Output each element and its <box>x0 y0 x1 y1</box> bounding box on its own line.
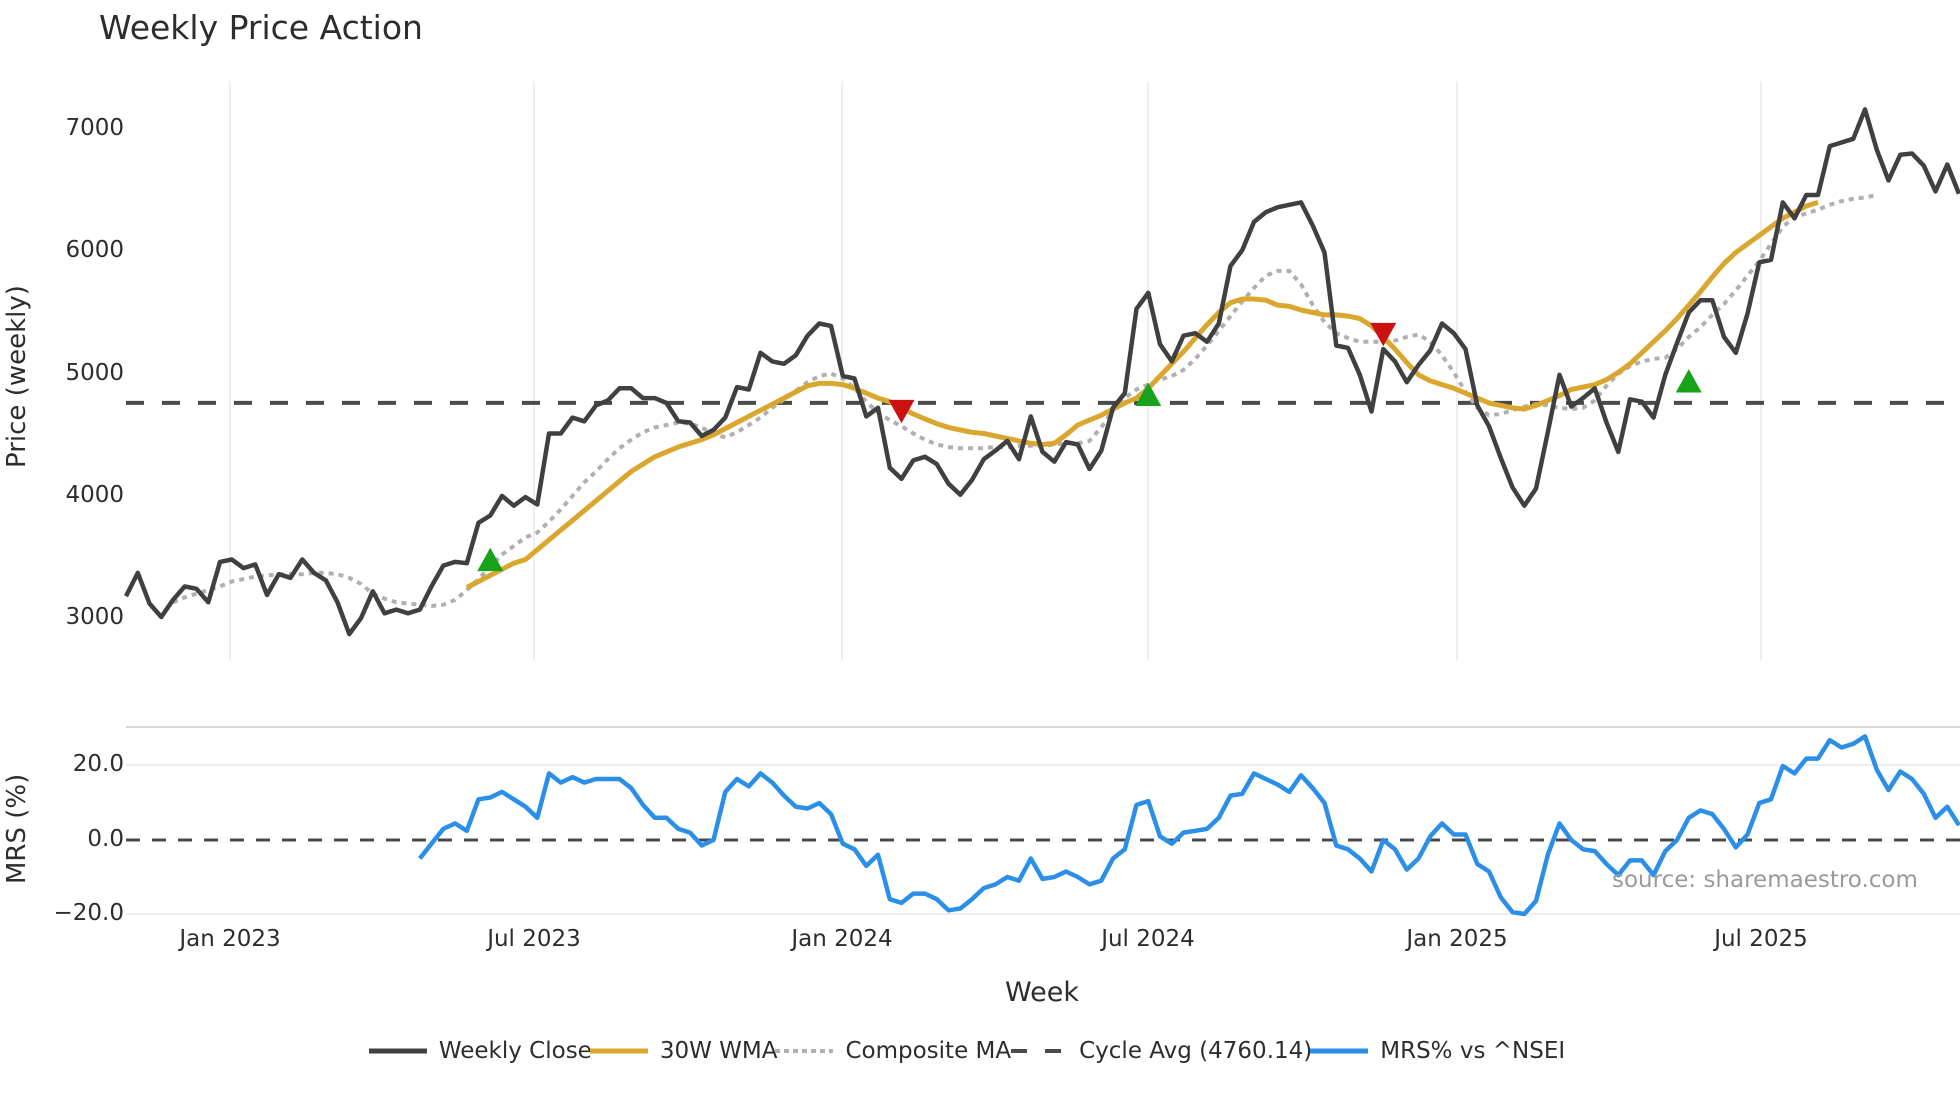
price-tick-5000: 5000 <box>65 360 124 386</box>
x-tick-jul-2025: Jul 2025 <box>1714 926 1808 952</box>
legend-label: MRS% vs ^NSEI <box>1380 1038 1566 1064</box>
mrs-tick-minus-20: −20.0 <box>53 900 124 926</box>
price-tick-3000: 3000 <box>65 604 124 630</box>
legend-label: Composite MA <box>845 1038 1012 1064</box>
x-tick-jul-2024: Jul 2024 <box>1101 926 1195 952</box>
x-axis-title: Week <box>1005 977 1079 1008</box>
legend-item-weekly-close[interactable]: Weekly Close <box>368 1036 592 1066</box>
mrs-tick-20: 20.0 <box>72 751 124 777</box>
buy-signal-triangle-up-icon <box>1675 369 1702 393</box>
weekly-close-line <box>123 107 1960 637</box>
sell-signal-triangle-down-icon <box>1370 322 1397 347</box>
composite-ma-line <box>172 193 1878 608</box>
mrs-line <box>418 734 1960 917</box>
legend-swatch-dotted-gray-icon <box>775 1049 834 1053</box>
chart-title: Weekly Price Action <box>99 8 423 47</box>
legend-item-30w-wma[interactable]: 30W WMA <box>589 1036 778 1066</box>
legend-label: 30W WMA <box>659 1038 778 1064</box>
buy-signal-triangle-up-icon <box>1135 382 1162 407</box>
price-tick-7000: 7000 <box>65 115 124 141</box>
legend-label: Cycle Avg (4760.14) <box>1079 1038 1313 1064</box>
legend: Weekly Close 30W WMA Composite MA Cycle … <box>0 1036 1960 1066</box>
x-tick-jan-2023: Jan 2023 <box>179 926 281 952</box>
legend-swatch-solid-dark-icon <box>368 1048 427 1054</box>
legend-swatch-dashed-dark-icon <box>1011 1049 1068 1053</box>
buy-signal-triangle-up-icon <box>477 547 504 572</box>
price-tick-4000: 4000 <box>65 482 124 508</box>
legend-item-composite-ma[interactable]: Composite MA <box>775 1036 1011 1066</box>
source-watermark: source: sharemaestro.com <box>1612 867 1918 893</box>
mrs-tick-0: 0.0 <box>87 826 124 852</box>
legend-swatch-solid-gold-icon <box>589 1048 648 1054</box>
price-tick-6000: 6000 <box>65 237 124 263</box>
sell-signal-triangle-down-icon <box>888 399 915 424</box>
legend-item-mrs[interactable]: MRS% vs ^NSEI <box>1310 1036 1565 1066</box>
legend-label: Weekly Close <box>438 1038 592 1064</box>
legend-item-cycle-avg[interactable]: Cycle Avg (4760.14) <box>1009 1036 1312 1066</box>
x-tick-jan-2024: Jan 2024 <box>791 926 893 952</box>
x-tick-jul-2023: Jul 2023 <box>487 926 581 952</box>
legend-swatch-solid-blue-icon <box>1310 1048 1369 1054</box>
x-tick-jan-2025: Jan 2025 <box>1406 926 1508 952</box>
